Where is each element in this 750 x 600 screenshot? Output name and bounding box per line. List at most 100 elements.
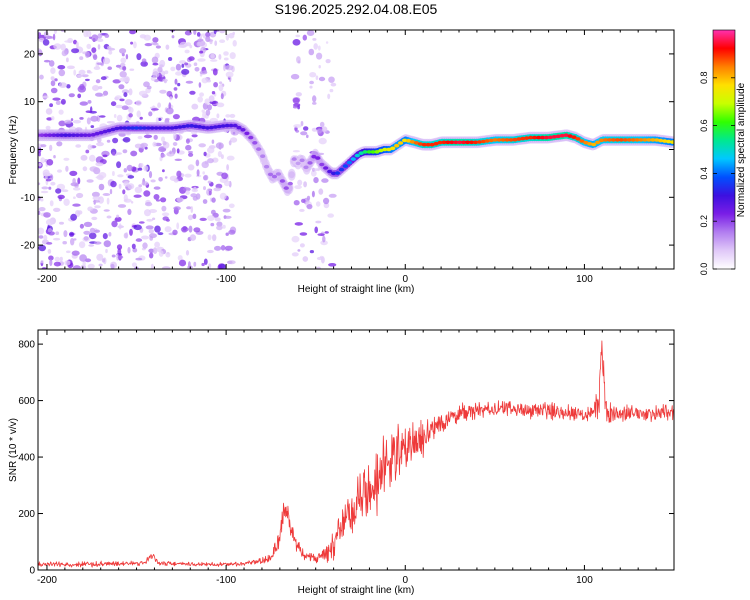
noise-blob bbox=[52, 33, 56, 41]
noise-blob bbox=[83, 236, 89, 241]
noise-blob bbox=[123, 232, 128, 239]
noise-blob bbox=[223, 51, 229, 56]
noise-blob bbox=[92, 200, 100, 203]
noise-blob bbox=[145, 225, 154, 230]
ridge-core bbox=[165, 126, 171, 130]
noise-blob bbox=[76, 192, 84, 199]
noise-blob bbox=[228, 229, 236, 235]
noise-blob bbox=[228, 140, 232, 146]
noise-blob bbox=[225, 71, 234, 78]
noise-blob bbox=[105, 248, 108, 254]
noise-blob bbox=[300, 120, 304, 127]
noise-blob bbox=[157, 118, 162, 121]
noise-blob bbox=[95, 79, 101, 84]
ridge-core bbox=[354, 153, 360, 158]
noise-blob bbox=[125, 54, 129, 60]
noise-blob bbox=[203, 174, 209, 181]
noise-blob bbox=[43, 31, 49, 38]
noise-blob bbox=[62, 241, 67, 245]
noise-blob bbox=[142, 242, 148, 249]
noise-blob bbox=[177, 255, 183, 261]
noise-blob bbox=[214, 40, 218, 46]
ridge-core bbox=[504, 138, 510, 142]
noise-blob bbox=[292, 105, 298, 109]
noise-blob bbox=[216, 221, 223, 227]
noise-blob bbox=[152, 141, 157, 147]
x-tick-label: 0 bbox=[402, 575, 408, 586]
noise-blob bbox=[202, 171, 205, 175]
ridge-core bbox=[299, 158, 305, 163]
noise-blob bbox=[308, 48, 315, 56]
ridge-core bbox=[232, 123, 238, 128]
noise-blob bbox=[111, 254, 116, 258]
noise-blob bbox=[152, 217, 156, 221]
noise-blob bbox=[128, 106, 134, 114]
ridge-core bbox=[141, 126, 147, 130]
noise-blob bbox=[191, 103, 199, 110]
noise-blob bbox=[292, 39, 301, 46]
ridge-core bbox=[571, 135, 577, 139]
ridge-core bbox=[614, 138, 621, 142]
noise-blob bbox=[225, 65, 234, 71]
noise-blob bbox=[117, 204, 127, 208]
noise-blob bbox=[43, 234, 48, 242]
noise-blob bbox=[38, 162, 42, 167]
noise-blob bbox=[230, 137, 238, 143]
ridge-core bbox=[488, 138, 494, 143]
noise-blob bbox=[223, 64, 226, 72]
noise-blob bbox=[312, 102, 317, 105]
noise-blob bbox=[88, 244, 95, 247]
noise-blob bbox=[321, 126, 328, 133]
ridge-core bbox=[634, 138, 640, 142]
noise-blob bbox=[56, 141, 63, 147]
ridge-core bbox=[110, 127, 116, 132]
noise-blob bbox=[141, 235, 150, 240]
noise-blob bbox=[135, 238, 143, 242]
noise-blob bbox=[176, 170, 182, 178]
noise-blob bbox=[38, 182, 41, 186]
noise-blob bbox=[157, 102, 162, 108]
noise-blob bbox=[94, 205, 101, 209]
noise-blob bbox=[127, 175, 135, 179]
ridge-core bbox=[461, 140, 467, 145]
noise-blob bbox=[197, 58, 206, 62]
ridge-core bbox=[260, 154, 266, 158]
noise-blob bbox=[213, 82, 219, 88]
noise-blob bbox=[210, 53, 215, 59]
noise-blob bbox=[128, 113, 133, 118]
ridge-core bbox=[543, 135, 550, 140]
noise-blob bbox=[110, 263, 115, 269]
noise-blob bbox=[63, 230, 68, 238]
noise-blob bbox=[162, 266, 171, 269]
noise-blob bbox=[328, 76, 335, 83]
noise-blob bbox=[152, 62, 159, 66]
noise-blob bbox=[316, 52, 323, 60]
ridge-core bbox=[189, 124, 195, 128]
noise-blob bbox=[48, 255, 54, 261]
ridge-core bbox=[122, 126, 128, 130]
noise-blob bbox=[165, 107, 174, 115]
noise-blob bbox=[131, 243, 136, 249]
noise-blob bbox=[46, 242, 53, 245]
noise-blob bbox=[208, 190, 212, 196]
ridge-core bbox=[137, 126, 144, 130]
figure-title: S196.2025.292.04.08.E05 bbox=[275, 1, 438, 17]
noise-blob bbox=[321, 178, 329, 183]
noise-blob bbox=[98, 263, 103, 267]
noise-blob bbox=[73, 196, 76, 199]
noise-blob bbox=[295, 92, 302, 97]
ridge-core bbox=[469, 140, 475, 145]
noise-blob bbox=[151, 108, 159, 111]
noise-blob bbox=[43, 59, 51, 63]
noise-blob bbox=[87, 206, 94, 212]
noise-blob bbox=[58, 82, 67, 88]
snr-x-label: Height of straight line (km) bbox=[298, 585, 415, 596]
ridge-core bbox=[579, 139, 585, 143]
noise-blob bbox=[185, 144, 192, 151]
noise-blob bbox=[89, 36, 92, 39]
noise-blob bbox=[86, 69, 91, 73]
noise-blob bbox=[77, 85, 87, 93]
ridge-core bbox=[181, 124, 187, 129]
x-tick-label: 100 bbox=[576, 575, 593, 586]
noise-blob bbox=[57, 65, 66, 70]
